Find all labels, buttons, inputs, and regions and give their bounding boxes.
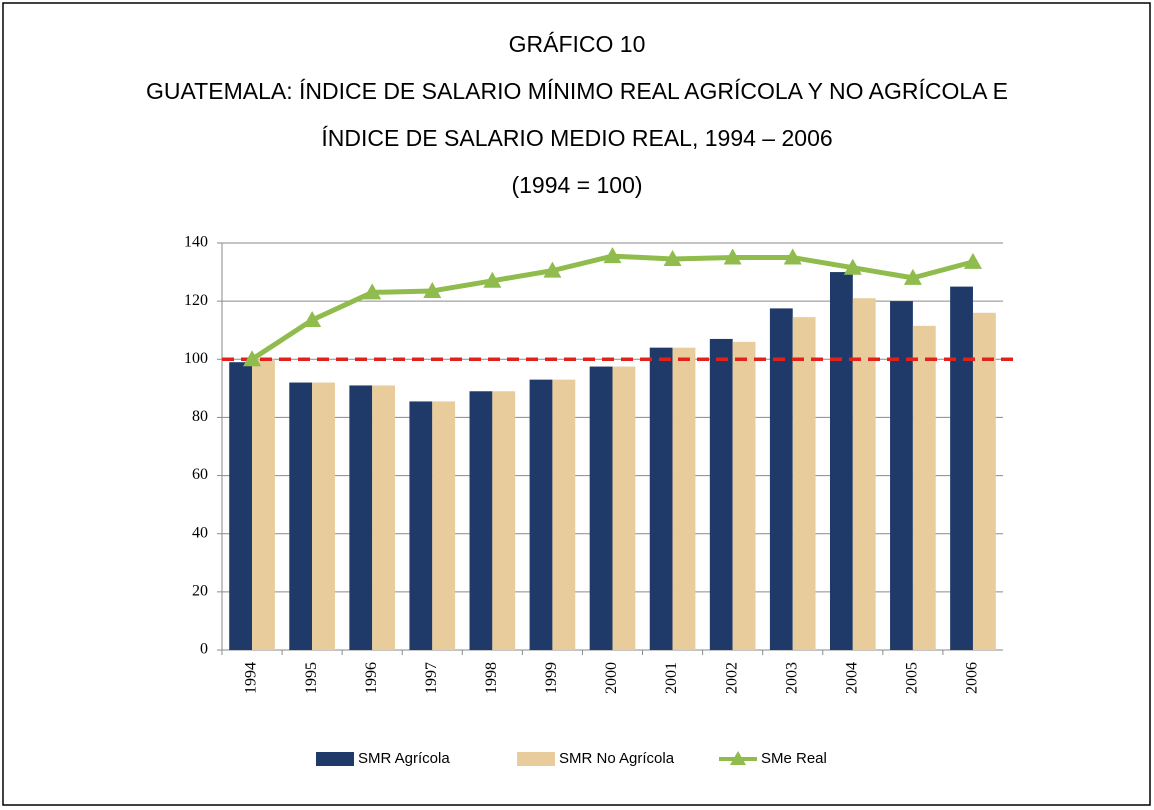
bar — [769, 308, 793, 650]
bar — [432, 401, 456, 650]
bar — [492, 391, 516, 650]
bar — [709, 338, 733, 650]
bar — [229, 362, 253, 650]
x-tick-label: 2003 — [783, 662, 800, 694]
y-tick-label: 140 — [184, 234, 208, 251]
y-tick-label: 80 — [192, 408, 208, 425]
bar — [950, 286, 973, 650]
x-tick-label: 1995 — [303, 662, 320, 694]
bar — [890, 301, 913, 650]
bar — [672, 347, 696, 650]
y-tick-label: 60 — [192, 466, 208, 483]
y-tick-label: 120 — [184, 292, 208, 309]
chart-title: GRÁFICO 10 — [509, 31, 646, 57]
line-marker — [243, 350, 262, 367]
legend-swatch — [316, 752, 354, 766]
bar — [852, 298, 876, 650]
x-tick-label: 2006 — [964, 662, 981, 694]
bar — [409, 401, 433, 650]
x-tick-label: 2002 — [723, 662, 740, 694]
bar — [589, 366, 613, 650]
line-marker — [903, 268, 922, 285]
line-marker — [663, 249, 682, 266]
bar — [612, 366, 636, 650]
y-tick-label: 20 — [192, 583, 208, 600]
legend-label: SMe Real — [761, 750, 827, 767]
legend-label: SMR No Agrícola — [559, 750, 675, 767]
x-tick-label: 2005 — [904, 662, 921, 694]
y-tick-label: 100 — [184, 350, 208, 367]
y-tick-label: 0 — [200, 641, 208, 658]
x-tick-label: 2001 — [663, 662, 680, 694]
chart-subtitle: (1994 = 100) — [511, 172, 642, 198]
line-marker — [303, 311, 322, 328]
y-tick-label: 40 — [192, 524, 208, 541]
x-tick-label: 2004 — [843, 662, 860, 694]
bar — [349, 385, 373, 650]
legend-marker — [730, 751, 746, 765]
bar — [732, 341, 756, 650]
bar — [529, 379, 553, 650]
line-marker — [483, 271, 502, 288]
line-marker — [363, 283, 382, 300]
bar — [372, 385, 396, 650]
x-tick-label: 1998 — [483, 662, 500, 694]
chart-title: GUATEMALA: ÍNDICE DE SALARIO MÍNIMO REAL… — [146, 78, 1008, 104]
legend-swatch — [517, 752, 555, 766]
bar — [649, 347, 673, 650]
x-tick-label: 1999 — [543, 662, 560, 694]
bar — [912, 325, 936, 650]
line-marker — [543, 261, 562, 278]
bar — [792, 317, 816, 650]
bar — [972, 312, 996, 650]
line-marker — [843, 258, 862, 275]
x-tick-label: 1997 — [423, 662, 440, 694]
line-marker — [723, 248, 742, 265]
line-marker — [963, 252, 982, 269]
bar — [289, 382, 313, 650]
legend-label: SMR Agrícola — [358, 750, 450, 767]
bar — [312, 382, 335, 650]
chart-title: ÍNDICE DE SALARIO MEDIO REAL, 1994 – 200… — [321, 125, 832, 151]
bar — [552, 379, 576, 650]
x-tick-label: 1994 — [243, 662, 260, 694]
bar — [469, 391, 493, 650]
line-marker — [423, 281, 442, 298]
x-tick-label: 1996 — [363, 662, 380, 694]
bar — [829, 272, 853, 650]
line-marker — [783, 248, 802, 265]
line-marker — [603, 247, 622, 264]
x-tick-label: 2000 — [603, 662, 620, 694]
bar — [252, 359, 275, 650]
